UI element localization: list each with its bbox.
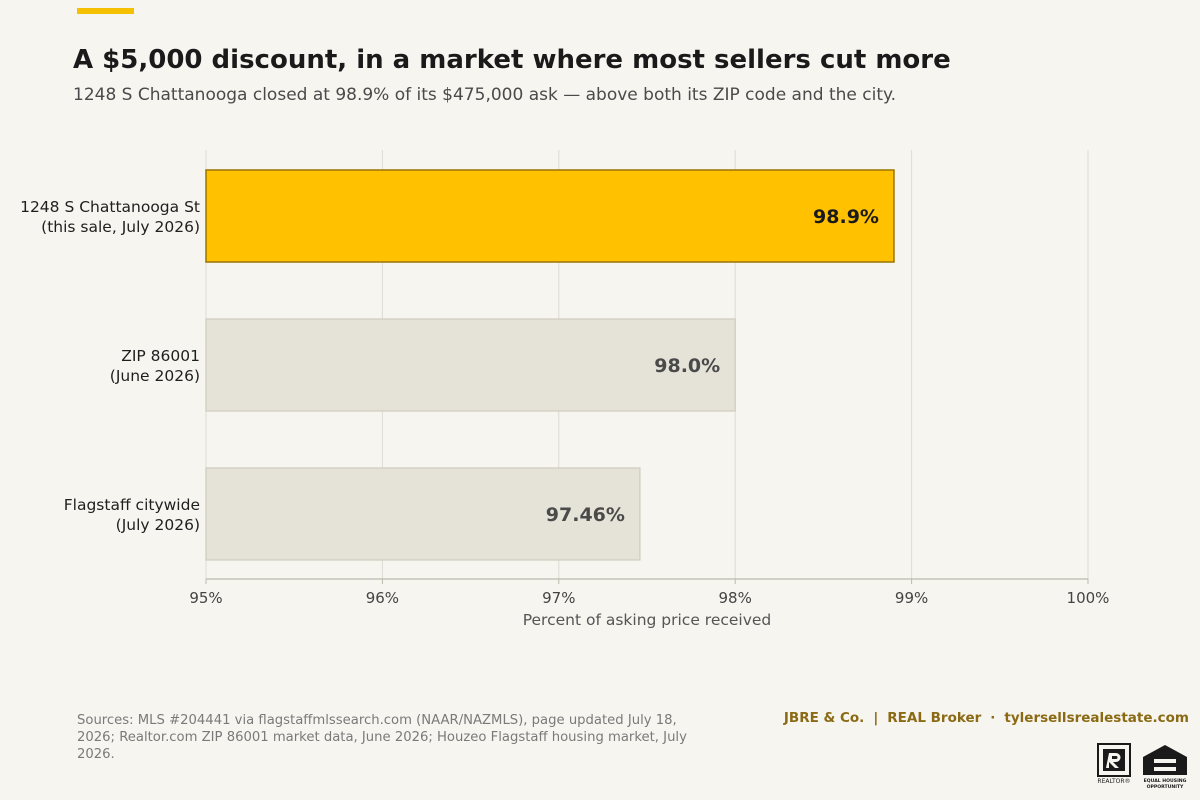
bar xyxy=(205,318,736,412)
data-label: 97.46% xyxy=(546,504,625,526)
x-tick-label: 99% xyxy=(895,589,928,607)
brand-separator: · xyxy=(990,710,996,726)
category-label-citywide: Flagstaff citywide (July 2026) xyxy=(63,496,200,534)
brand-separator: | xyxy=(873,710,879,726)
brand-name: JBRE & Co. xyxy=(783,710,865,726)
x-axis-title: Percent of asking price received xyxy=(523,611,772,629)
category-label-this-sale: 1248 S Chattanooga St (this sale, July 2… xyxy=(20,198,200,236)
chart-subtitle: 1248 S Chattanooga closed at 98.9% of it… xyxy=(73,85,897,105)
x-tick-label: 100% xyxy=(1067,589,1110,607)
bar xyxy=(205,169,895,263)
svg-text:OPPORTUNITY: OPPORTUNITY xyxy=(1147,784,1184,790)
x-tick-label: 97% xyxy=(542,589,575,607)
bar xyxy=(205,467,641,561)
accent-rule xyxy=(77,8,134,14)
sources-note: Sources: MLS #204441 via flagstaffmlssea… xyxy=(77,713,687,762)
x-tick-label: 96% xyxy=(366,589,399,607)
svg-text:EQUAL HOUSING: EQUAL HOUSING xyxy=(1144,778,1187,784)
brand-url-link[interactable]: tylersellsrealestate.com xyxy=(1004,710,1189,726)
bar-chart: 98.9% 98.0% 97.46% 95% 96% 97% 98% 99% 100% Perce… xyxy=(189,150,1110,629)
realtor-logo-icon: REALTOR® xyxy=(1097,743,1131,785)
equal-housing-logo-icon: EQUAL HOUSING OPPORTUNITY xyxy=(1143,745,1187,790)
chart-title: A $5,000 discount, in a market where mos… xyxy=(73,45,951,75)
svg-text:REALTOR®: REALTOR® xyxy=(1097,778,1130,785)
brand-broker: REAL Broker xyxy=(887,710,982,726)
category-label-zip: ZIP 86001 (June 2026) xyxy=(109,347,200,385)
brand-line: JBRE & Co. | REAL Broker · tylersellsrealest… xyxy=(784,710,1189,726)
x-tick-label: 95% xyxy=(189,589,222,607)
data-label: 98.9% xyxy=(813,206,879,228)
x-tick-label: 98% xyxy=(719,589,752,607)
data-label: 98.0% xyxy=(654,355,720,377)
